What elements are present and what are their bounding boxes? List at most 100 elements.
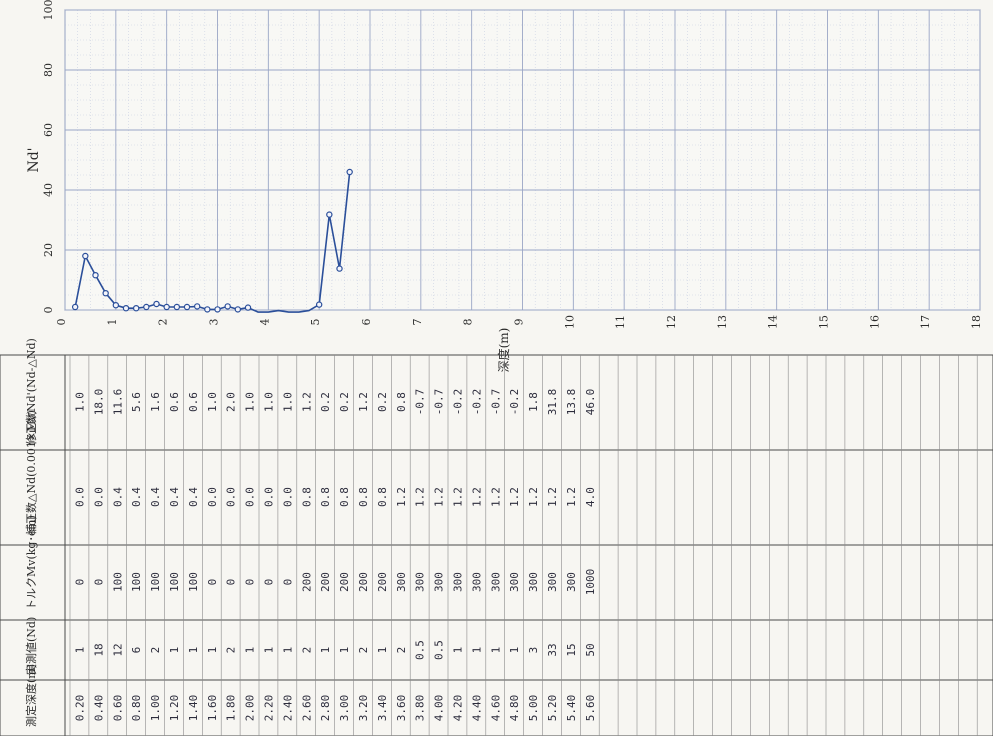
cell-dnd: 0.8 (376, 487, 389, 507)
cell-ndp: 0.6 (168, 392, 181, 412)
data-point (214, 306, 221, 313)
cell-nd: 1 (338, 647, 351, 654)
cell-nd: 1 (244, 647, 257, 654)
x-tick-label: 11 (614, 315, 627, 329)
cell-ndp: -0.2 (508, 389, 521, 416)
cell-mv: 0 (225, 579, 238, 586)
cell-dnd: 0.8 (338, 487, 351, 507)
cell-nd: 2 (225, 647, 238, 654)
cell-ndp: 46.0 (584, 389, 597, 416)
cell-nd: 2 (357, 647, 370, 654)
cell-ndp: -0.2 (470, 389, 483, 416)
nd-series-line (74, 171, 351, 313)
x-tick-label: 18 (970, 315, 983, 329)
cell-nd: 6 (130, 647, 143, 654)
cell-nd: 1 (73, 647, 86, 654)
cell-depth: 4.80 (508, 695, 521, 722)
cell-depth: 3.40 (376, 695, 389, 722)
x-tick-label: 17 (919, 315, 932, 329)
cell-ndp: 1.2 (357, 392, 370, 412)
cell-mv: 100 (149, 572, 162, 592)
cell-depth: 3.00 (338, 695, 351, 722)
table-grid (0, 354, 993, 736)
cell-depth: 0.80 (130, 695, 143, 722)
cell-mv: 300 (489, 572, 502, 592)
cell-mv: 300 (395, 572, 408, 592)
cell-depth: 5.20 (546, 695, 559, 722)
cell-dnd: 4.0 (584, 487, 597, 507)
cell-mv: 0 (262, 579, 275, 586)
cell-ndp: 1.6 (149, 392, 162, 412)
cell-depth: 2.80 (319, 695, 332, 722)
header-corrected: 修正数Nd'(Nd-△Nd) (24, 338, 38, 445)
cell-ndp: 5.6 (130, 392, 143, 412)
cell-nd: 1 (168, 647, 181, 654)
cell-nd: 15 (565, 643, 578, 656)
cell-dnd: 0.0 (73, 487, 86, 507)
x-tick-label: 12 (665, 315, 678, 329)
cell-nd: 1 (470, 647, 483, 654)
cell-dnd: 0.0 (281, 487, 294, 507)
cell-dnd: 1.2 (470, 487, 483, 507)
cell-nd: 2 (149, 647, 162, 654)
x-tick-label: 16 (868, 315, 881, 329)
data-point (173, 303, 181, 311)
y-tick-label: 80 (42, 63, 55, 77)
cell-mv: 200 (319, 572, 332, 592)
cell-depth: 1.20 (168, 695, 181, 722)
x-tick-labels: 0 1 2 3 4 5 6 7 8 9 10 11 12 13 14 15 16 17 18 (55, 315, 983, 329)
cell-dnd: 1.2 (395, 487, 408, 507)
cell-nd: 1 (489, 647, 502, 654)
data-point (163, 303, 170, 311)
cell-dnd: 0.0 (244, 487, 257, 507)
cell-ndp: 18.0 (92, 389, 105, 416)
cell-dnd: 1.2 (546, 487, 559, 507)
cell-nd: 50 (584, 643, 597, 656)
cell-mv: 100 (168, 572, 181, 592)
cell-ndp: 31.8 (546, 389, 559, 416)
cell-depth: 3.80 (414, 695, 427, 722)
header-correction: 補正数△Nd(0.001×Mv) (25, 410, 38, 535)
cell-depth: 0.40 (92, 695, 105, 722)
data-point (224, 303, 231, 310)
cell-mv: 0 (92, 579, 105, 586)
cell-ndp: 1.0 (206, 392, 219, 412)
x-tick-label: 0 (55, 319, 68, 326)
x-tick-label: 15 (818, 315, 831, 329)
cell-depth: 5.00 (527, 695, 540, 722)
cell-ndp: 0.2 (338, 392, 351, 412)
data-point (112, 302, 120, 309)
header-torque: トルクMv(kg･cm) (25, 515, 38, 610)
cell-mv: 1000 (584, 569, 597, 596)
x-tick-label: 2 (157, 319, 170, 326)
cell-depth: 1.60 (206, 695, 219, 722)
cell-nd: 1 (508, 647, 521, 654)
data-point (336, 265, 343, 272)
data-point (244, 304, 252, 311)
y-tick-label: 40 (42, 183, 55, 197)
cell-dnd: 0.4 (187, 487, 200, 507)
cell-mv: 300 (546, 572, 559, 592)
cell-mv: 100 (111, 572, 124, 592)
cell-nd: 33 (546, 643, 559, 656)
data-point (82, 252, 89, 260)
cell-nd: 1 (281, 647, 294, 654)
cell-dnd: 0.0 (206, 487, 219, 507)
data-point (183, 303, 191, 311)
cell-mv: 300 (508, 572, 521, 592)
cell-mv: 200 (338, 572, 351, 592)
cell-depth: 0.20 (73, 695, 86, 722)
cell-ndp: 0.2 (376, 392, 389, 412)
series-markers (71, 168, 353, 313)
cell-nd: 2 (300, 647, 313, 654)
cell-dnd: 0.8 (300, 487, 313, 507)
data-point (132, 305, 140, 312)
cell-mv: 300 (470, 572, 483, 592)
x-tick-label: 6 (360, 319, 373, 326)
data-point (204, 306, 211, 313)
cell-depth: 5.40 (565, 695, 578, 722)
y-tick-label: 20 (42, 243, 55, 257)
cell-nd: 0.5 (433, 640, 446, 660)
cell-ndp: 0.8 (395, 392, 408, 412)
